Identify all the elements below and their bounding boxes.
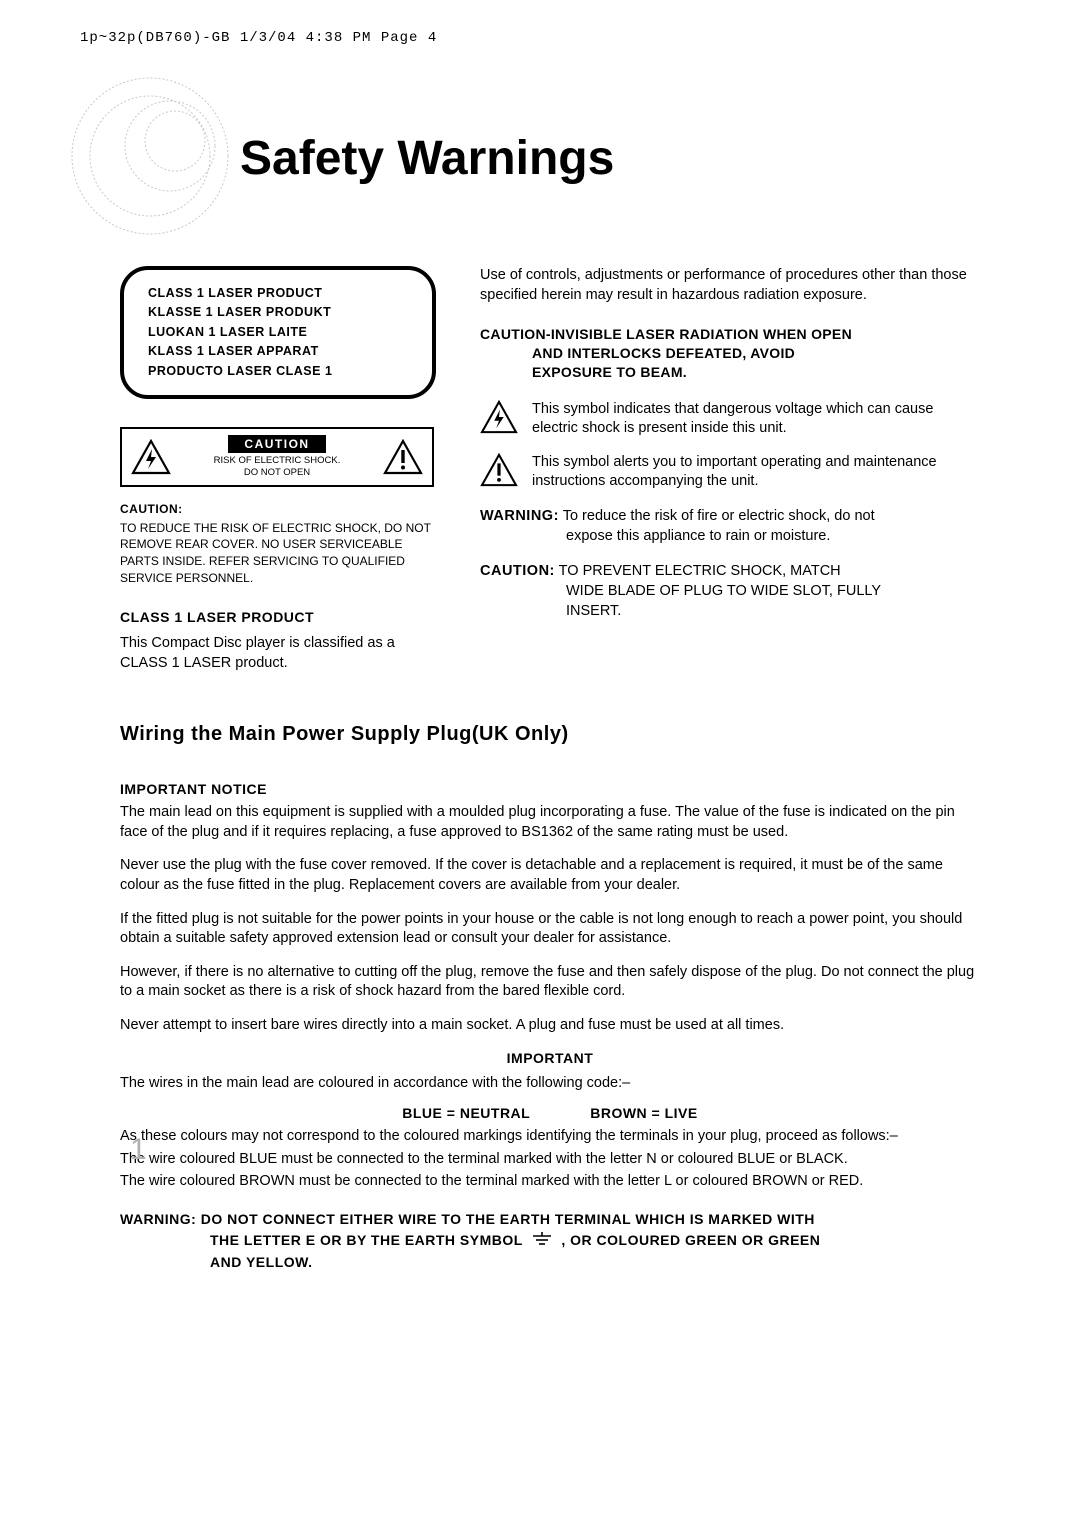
caution-sub2: DO NOT OPEN [244,467,310,478]
caution2-text: WIDE BLADE OF PLUG TO WIDE SLOT, FULLY [480,581,980,601]
line: EXPOSURE TO BEAM. [532,363,980,382]
laser-line: CLASS 1 LASER PRODUCT [148,284,408,303]
earth-symbol-icon [531,1231,553,1252]
exclamation-triangle-icon [480,453,518,487]
caution2-label: CAUTION: [480,563,555,579]
paragraph: If the fitted plug is not suitable for t… [120,910,980,949]
warning-line: AND YELLOW. [120,1252,980,1273]
paragraph: The wires in the main lead are coloured … [120,1074,980,1094]
symbol-text: This symbol indicates that dangerous vol… [532,400,980,439]
caution-row: CAUTION RISK OF ELECTRIC SHOCK. DO NOT O… [122,429,432,485]
page: 1p~32p(DB760)-GB 1/3/04 4:38 PM Page 4 S… [0,0,1080,1528]
page-number: 1 [130,1133,147,1167]
title-row: Safety Warnings [110,76,980,246]
laser-line: KLASSE 1 LASER PRODUKT [148,303,408,322]
decorative-rings-icon [70,66,250,246]
paragraph: However, if there is no alternative to c… [120,963,980,1002]
laser-line: PRODUCTO LASER CLASE 1 [148,362,408,381]
caution2-text: INSERT. [480,601,980,621]
left-column: CLASS 1 LASER PRODUCT KLASSE 1 LASER PRO… [110,266,440,673]
caution-text: TO REDUCE THE RISK OF ELECTRIC SHOCK, DO… [120,521,431,585]
class1-text: This Compact Disc player is classified a… [120,633,440,674]
caution2-text: TO PREVENT ELECTRIC SHOCK, MATCH [559,563,841,579]
wire-brown: BROWN = LIVE [590,1105,698,1121]
warn-part: THE LETTER E OR BY THE EARTH SYMBOL [210,1232,523,1248]
paragraph: The main lead on this equipment is suppl… [120,803,980,842]
line: CAUTION-INVISIBLE LASER RADIATION WHEN O… [480,325,980,344]
caution-center: CAUTION RISK OF ELECTRIC SHOCK. DO NOT O… [180,429,374,485]
warning-text-cont: expose this appliance to rain or moistur… [480,526,980,546]
shock-triangle-icon [480,400,518,434]
important-center: IMPORTANT [120,1049,980,1068]
wire-codes: BLUE = NEUTRAL BROWN = LIVE [120,1104,980,1123]
two-column-region: CLASS 1 LASER PRODUCT KLASSE 1 LASER PRO… [110,266,980,673]
paragraph: As these colours may not correspond to t… [120,1127,980,1147]
laser-line: LUOKAN 1 LASER LAITE [148,323,408,342]
caution2-block: CAUTION: TO PREVENT ELECTRIC SHOCK, MATC… [480,561,980,622]
caution-label: CAUTION: [120,501,440,518]
warning-line: THE LETTER E OR BY THE EARTH SYMBOL , OR… [120,1230,980,1252]
caution-box: CAUTION RISK OF ELECTRIC SHOCK. DO NOT O… [120,427,434,487]
caution-bar: CAUTION [228,435,325,453]
important-notice-label: IMPORTANT NOTICE [120,780,980,799]
paragraph: Never attempt to insert bare wires direc… [120,1016,980,1036]
print-header: 1p~32p(DB760)-GB 1/3/04 4:38 PM Page 4 [80,30,980,46]
wiring-title: Wiring the Main Power Supply Plug(UK Onl… [120,723,980,746]
warning-line: WARNING: DO NOT CONNECT EITHER WIRE TO T… [120,1209,980,1230]
warning-block: WARNING: To reduce the risk of fire or e… [480,506,980,547]
wire-blue: BLUE = NEUTRAL [402,1105,530,1121]
warning-text: To reduce the risk of fire or electric s… [563,508,875,524]
caution-sub1: RISK OF ELECTRIC SHOCK. [214,455,341,466]
caution-paragraph: CAUTION: TO REDUCE THE RISK OF ELECTRIC … [120,501,440,587]
laser-class-box: CLASS 1 LASER PRODUCT KLASSE 1 LASER PRO… [120,266,436,399]
line: AND INTERLOCKS DEFEATED, AVOID [532,344,980,363]
symbol-row-shock: This symbol indicates that dangerous vol… [480,400,980,439]
paragraph: The wire coloured BLUE must be connected… [120,1150,980,1170]
earth-warning-block: WARNING: DO NOT CONNECT EITHER WIRE TO T… [120,1209,980,1273]
shock-triangle-icon [122,429,180,485]
wiring-section: IMPORTANT NOTICE The main lead on this e… [120,780,980,1273]
symbol-text: This symbol alerts you to important oper… [532,453,980,492]
symbol-row-exclaim: This symbol alerts you to important oper… [480,453,980,492]
laser-line: KLASS 1 LASER APPARAT [148,342,408,361]
warn-part: , OR COLOURED GREEN OR GREEN [561,1232,820,1248]
page-title: Safety Warnings [240,131,614,186]
paragraph: Never use the plug with the fuse cover r… [120,856,980,895]
warning-label: WARNING: [480,508,559,524]
intro-paragraph: Use of controls, adjustments or performa… [480,266,980,305]
caution-invisible-block: CAUTION-INVISIBLE LASER RADIATION WHEN O… [480,325,980,382]
exclamation-triangle-icon [374,429,432,485]
right-column: Use of controls, adjustments or performa… [480,266,980,673]
paragraph: The wire coloured BROWN must be connecte… [120,1172,980,1192]
class1-heading: CLASS 1 LASER PRODUCT [120,609,440,625]
